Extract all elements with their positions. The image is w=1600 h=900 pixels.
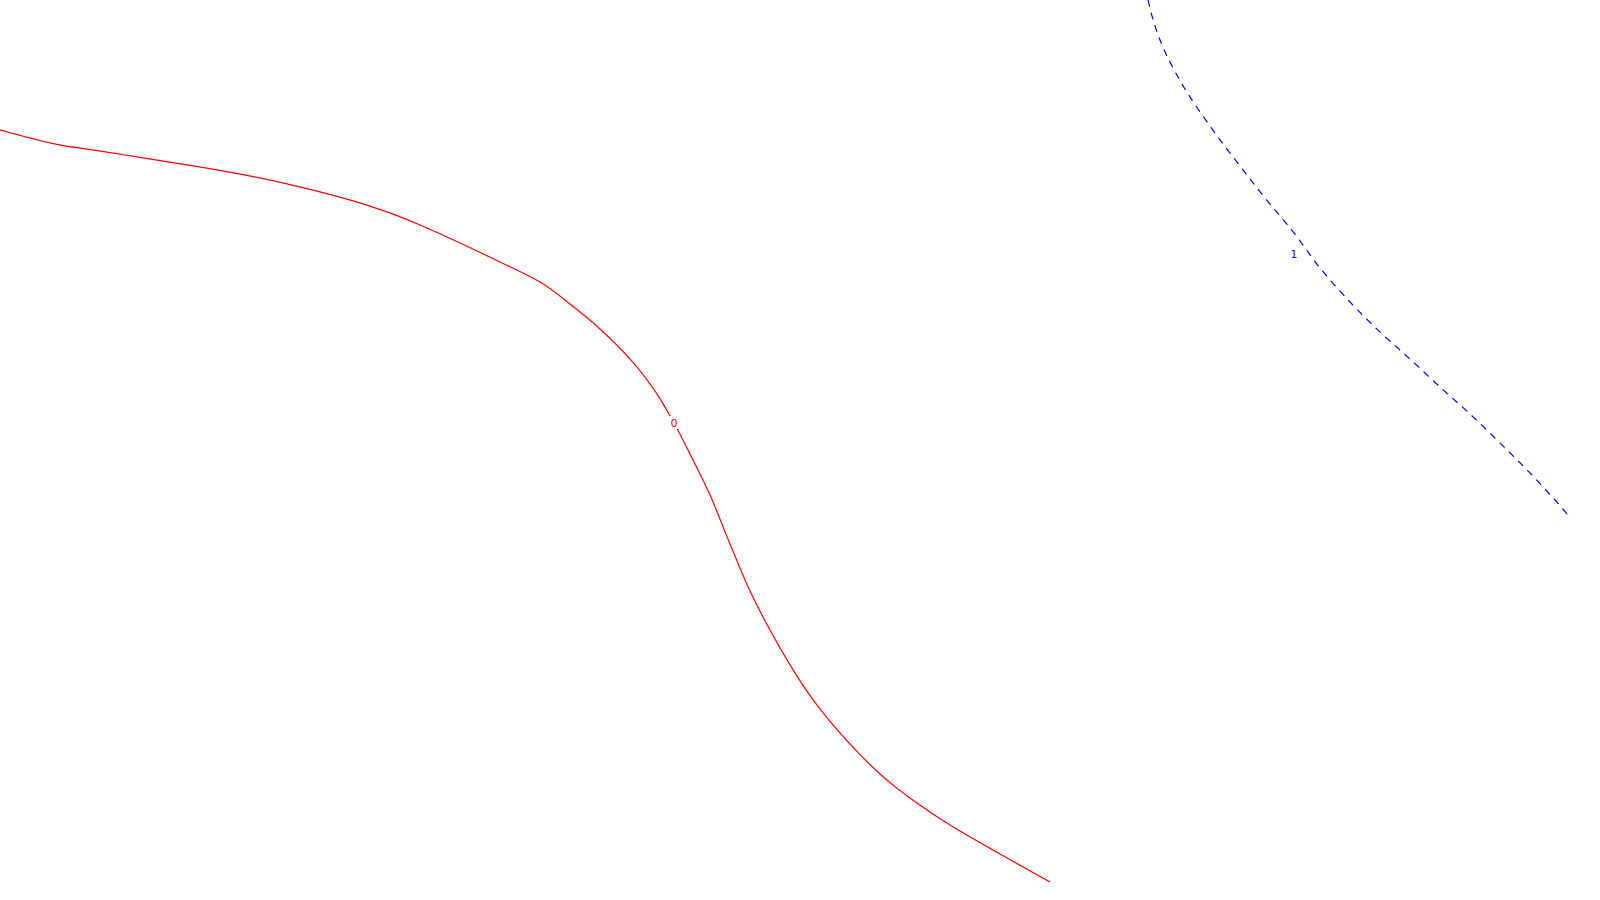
contour-label-0: 0 <box>671 417 678 430</box>
contour-line-1 <box>1147 0 1569 516</box>
contour-label-bg-1 <box>1289 247 1299 260</box>
label-layer: 01 <box>669 247 1299 430</box>
contour-label-bg-0 <box>669 416 679 429</box>
series-layer <box>0 0 1569 883</box>
contour-line-0 <box>0 129 1051 883</box>
contour-label-1: 1 <box>1291 248 1298 261</box>
